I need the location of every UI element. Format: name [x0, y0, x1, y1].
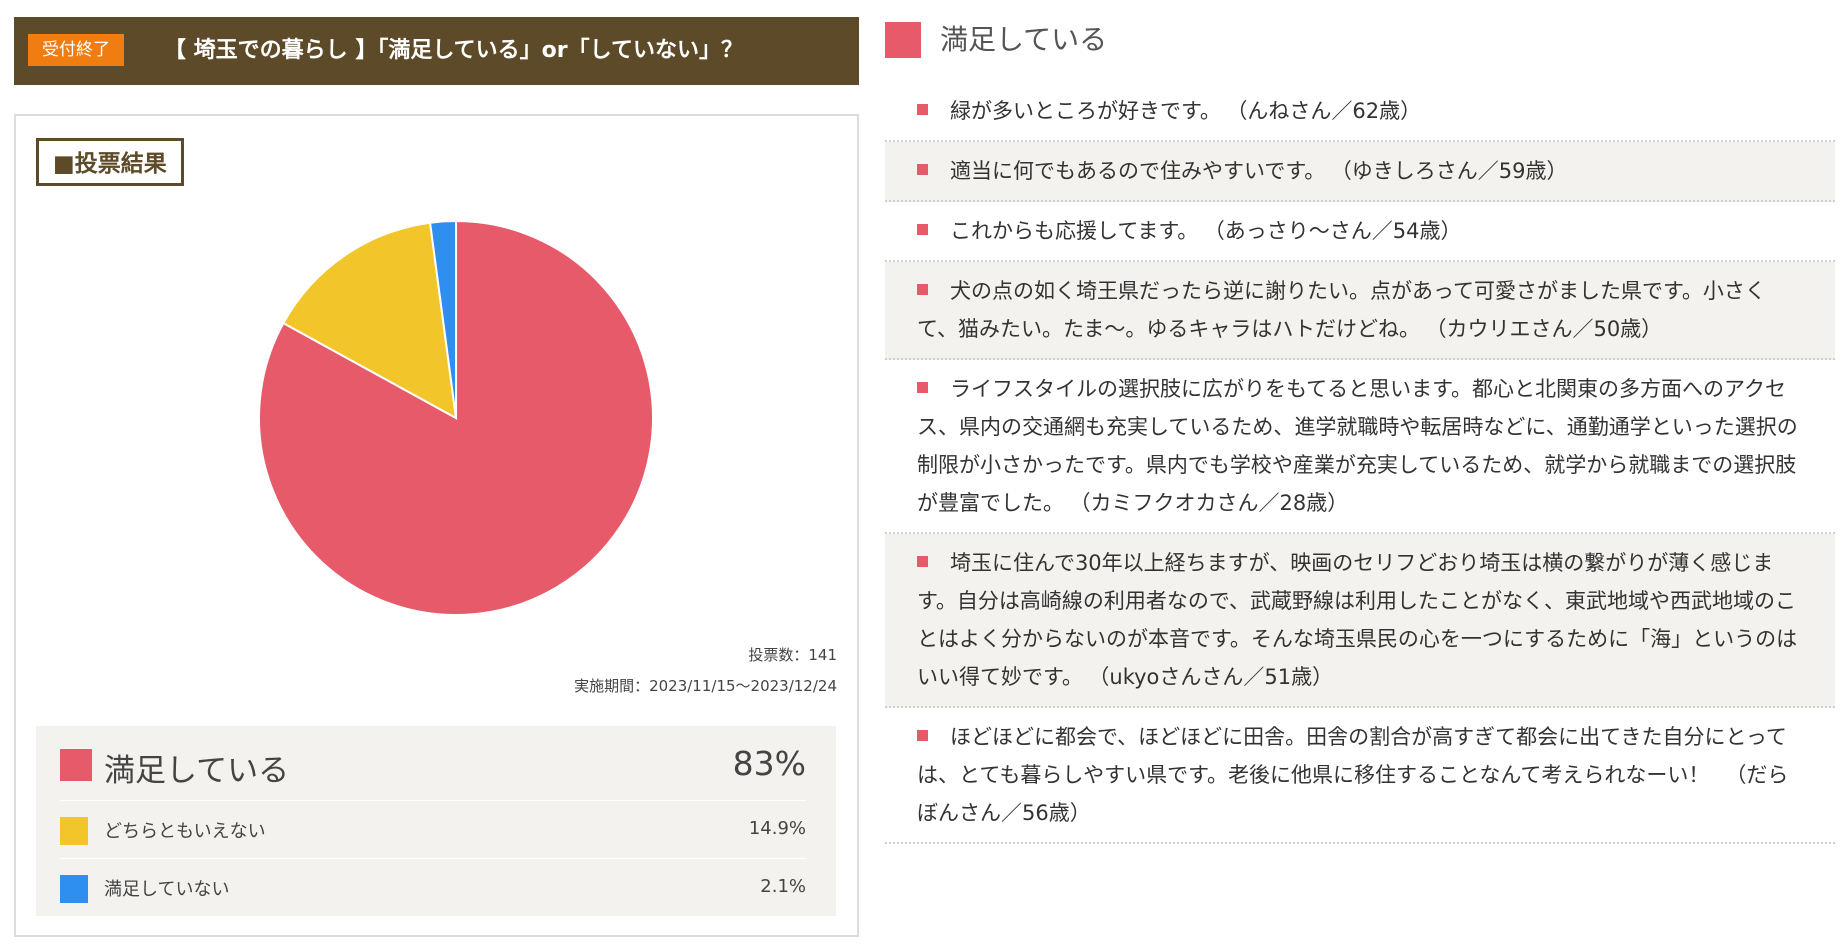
result-heading: ■投票結果 [36, 138, 184, 186]
comment-item: 緑が多いところが好きです。 （んねさん／62歳） [885, 82, 1835, 142]
legend-row: 満足している 83% [60, 726, 806, 801]
category-label: 満足している [940, 23, 1108, 56]
legend-value: 2.1% [760, 876, 806, 897]
poll-period: 実施期間：2023/11/15～2023/12/24 [574, 677, 837, 695]
comment-author: （だらぼんさん／56歳） [917, 763, 1789, 825]
comment-author: （ゆきしろさん／59歳） [1341, 159, 1568, 183]
comment-item: 犬の点の如く埼王県だったら逆に謝りたい。点があって可愛さがました県です。小さくて… [885, 262, 1835, 360]
comment-item: 適当に何でもあるので住みやすいです。 （ゆきしろさん／59歳） [885, 142, 1835, 202]
category-swatch [885, 22, 921, 58]
legend-label: 満足している [104, 753, 290, 789]
legend-label: どちらともいえない [104, 821, 266, 842]
closed-badge: 受付終了 [28, 34, 124, 66]
comment-bullet [917, 382, 928, 393]
comments-column: 満足している 緑が多いところが好きです。 （んねさん／62歳） 適当に何でもあるので… [885, 0, 1835, 844]
legend-label: 満足していない [104, 879, 230, 900]
comment-author: （カウリエさん／50歳） [1435, 317, 1663, 341]
comment-text: 埼玉に住んで30年以上経ちますが、映画のセリフどおり埼玉は横の繋がりが薄く感じま… [917, 551, 1798, 689]
comment-bullet [917, 104, 928, 115]
comment-text: これからも応援してます。 [950, 219, 1199, 243]
legend-row: どちらともいえない 14.9% [60, 801, 806, 859]
comment-text: ライフスタイルの選択肢に広がりをもてると思います。都心と北関東の多方面へのアクセ… [917, 377, 1798, 515]
comment-item: これからも応援してます。 （あっさり～さん／54歳） [885, 202, 1835, 262]
comment-item: ライフスタイルの選択肢に広がりをもてると思います。都心と北関東の多方面へのアクセ… [885, 360, 1835, 534]
comment-item: 埼玉に住んで30年以上経ちますが、映画のセリフどおり埼玉は横の繋がりが薄く感じま… [885, 534, 1835, 708]
legend-swatch [60, 817, 88, 845]
vote-count: 投票数：141 [748, 646, 837, 664]
comment-item: ほどほどに都会で、ほどほどに田舎。田舎の割合が高すぎて都会に出てきた自分にとって… [885, 708, 1835, 844]
result-panel: ■投票結果 投票数：141 実施期間：2023/11/15～2023/12/24… [14, 114, 859, 937]
comment-author: （んねさん／62歳） [1236, 99, 1422, 123]
pie-chart [258, 219, 654, 616]
comment-bullet [917, 556, 928, 567]
legend: 満足している 83% どちらともいえない 14.9% 満足していない 2.1% [36, 726, 836, 916]
legend-value: 83% [732, 744, 806, 783]
legend-row: 満足していない 2.1% [60, 859, 806, 916]
comment-text: 緑が多いところが好きです。 [950, 99, 1221, 123]
comment-category-heading: 満足している [885, 0, 1835, 82]
legend-swatch [60, 875, 88, 903]
comment-bullet [917, 164, 928, 175]
comment-text: 犬の点の如く埼王県だったら逆に謝りたい。点があって可愛さがました県です。小さくて… [917, 279, 1766, 341]
poll-title: 【 埼玉での暮らし 】「満足している」or「していない」？ [164, 38, 743, 63]
pie-slice [428, 219, 457, 419]
comment-bullet [917, 284, 928, 295]
comment-text: 適当に何でもあるので住みやすいです。 [950, 159, 1326, 183]
poll-header: 受付終了 【 埼玉での暮らし 】「満足している」or「していない」？ [14, 17, 859, 85]
legend-value: 14.9% [748, 818, 806, 839]
comment-author: （カミフクオカさん／28歳） [1080, 491, 1349, 515]
comment-bullet [917, 730, 928, 741]
comment-author: （ukyoさんさん／51歳） [1098, 665, 1334, 689]
pie-slice [282, 221, 458, 420]
poll-meta: 投票数：141 実施期間：2023/11/15～2023/12/24 [574, 640, 837, 702]
comment-bullet [917, 224, 928, 235]
comment-text: ほどほどに都会で、ほどほどに田舎。田舎の割合が高すぎて都会に出てきた自分にとって… [917, 725, 1787, 787]
comment-author: （あっさり～さん／54歳） [1214, 219, 1462, 243]
comment-list: 緑が多いところが好きです。 （んねさん／62歳） 適当に何でもあるので住みやすいです… [885, 82, 1835, 844]
legend-swatch [60, 749, 92, 781]
